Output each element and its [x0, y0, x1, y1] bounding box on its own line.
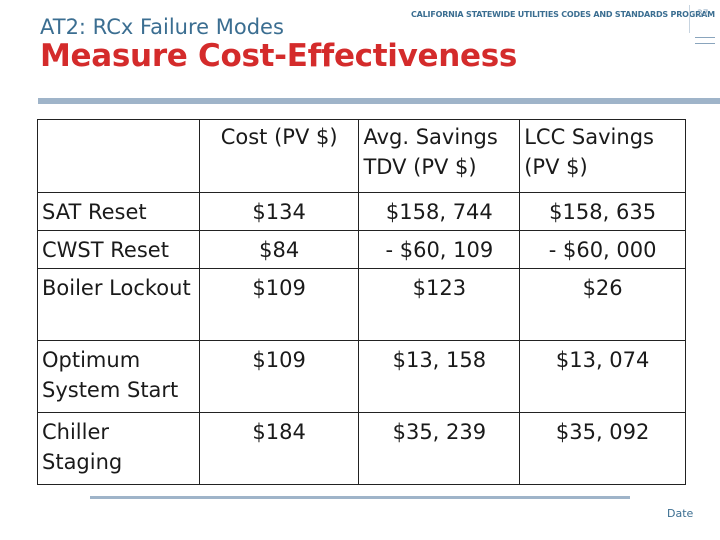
- tdv-savings-cell: - $60, 109: [358, 230, 521, 269]
- section-subtitle: AT2: RCx Failure Modes: [40, 15, 284, 39]
- header-cell-lcc-savings: LCC Savings (PV $): [519, 119, 686, 193]
- measure-cell: SAT Reset: [37, 192, 200, 231]
- page-number: 37: [697, 9, 709, 19]
- program-name: CALIFORNIA STATEWIDE UTILITIES CODES AND…: [411, 10, 715, 19]
- corner-decoration-line: [695, 43, 715, 44]
- cost-cell: $84: [198, 230, 360, 269]
- corner-decoration-line: [695, 37, 715, 38]
- footer-date: Date: [667, 507, 694, 520]
- measure-cell: Chiller Staging: [37, 412, 200, 485]
- cost-effectiveness-table: Cost (PV $) Avg. Savings TDV (PV $) LCC …: [37, 119, 686, 485]
- lcc-savings-cell: $35, 092: [519, 412, 686, 485]
- footer-rule: [90, 496, 630, 499]
- table-row: SAT Reset $134 $158, 744 $158, 635: [37, 192, 686, 231]
- table-row: CWST Reset $84 - $60, 109 - $60, 000: [37, 230, 686, 269]
- measure-cell: CWST Reset: [37, 230, 200, 269]
- lcc-savings-cell: - $60, 000: [519, 230, 686, 269]
- header-cell-cost: Cost (PV $): [198, 119, 360, 193]
- cost-cell: $184: [198, 412, 360, 485]
- lcc-savings-cell: $26: [519, 268, 686, 341]
- table-row: Chiller Staging $184 $35, 239 $35, 092: [37, 412, 686, 485]
- tdv-savings-cell: $123: [358, 268, 521, 341]
- header-cell-avg-savings: Avg. Savings TDV (PV $): [358, 119, 521, 193]
- page-title: Measure Cost-Effectiveness: [40, 38, 518, 74]
- table-row: Boiler Lockout $109 $123 $26: [37, 268, 686, 341]
- table-row: Optimum System Start $109 $13, 158 $13, …: [37, 340, 686, 413]
- measure-cell: Boiler Lockout: [37, 268, 200, 341]
- lcc-savings-cell: $13, 074: [519, 340, 686, 413]
- header-cell-measure: [37, 119, 200, 193]
- table-header-row: Cost (PV $) Avg. Savings TDV (PV $) LCC …: [37, 119, 686, 193]
- cost-cell: $109: [198, 340, 360, 413]
- tdv-savings-cell: $158, 744: [358, 192, 521, 231]
- tdv-savings-cell: $13, 158: [358, 340, 521, 413]
- lcc-savings-cell: $158, 635: [519, 192, 686, 231]
- tdv-savings-cell: $35, 239: [358, 412, 521, 485]
- header-divider: [689, 5, 690, 33]
- title-rule: [38, 98, 720, 104]
- cost-cell: $109: [198, 268, 360, 341]
- cost-cell: $134: [198, 192, 360, 231]
- measure-cell: Optimum System Start: [37, 340, 200, 413]
